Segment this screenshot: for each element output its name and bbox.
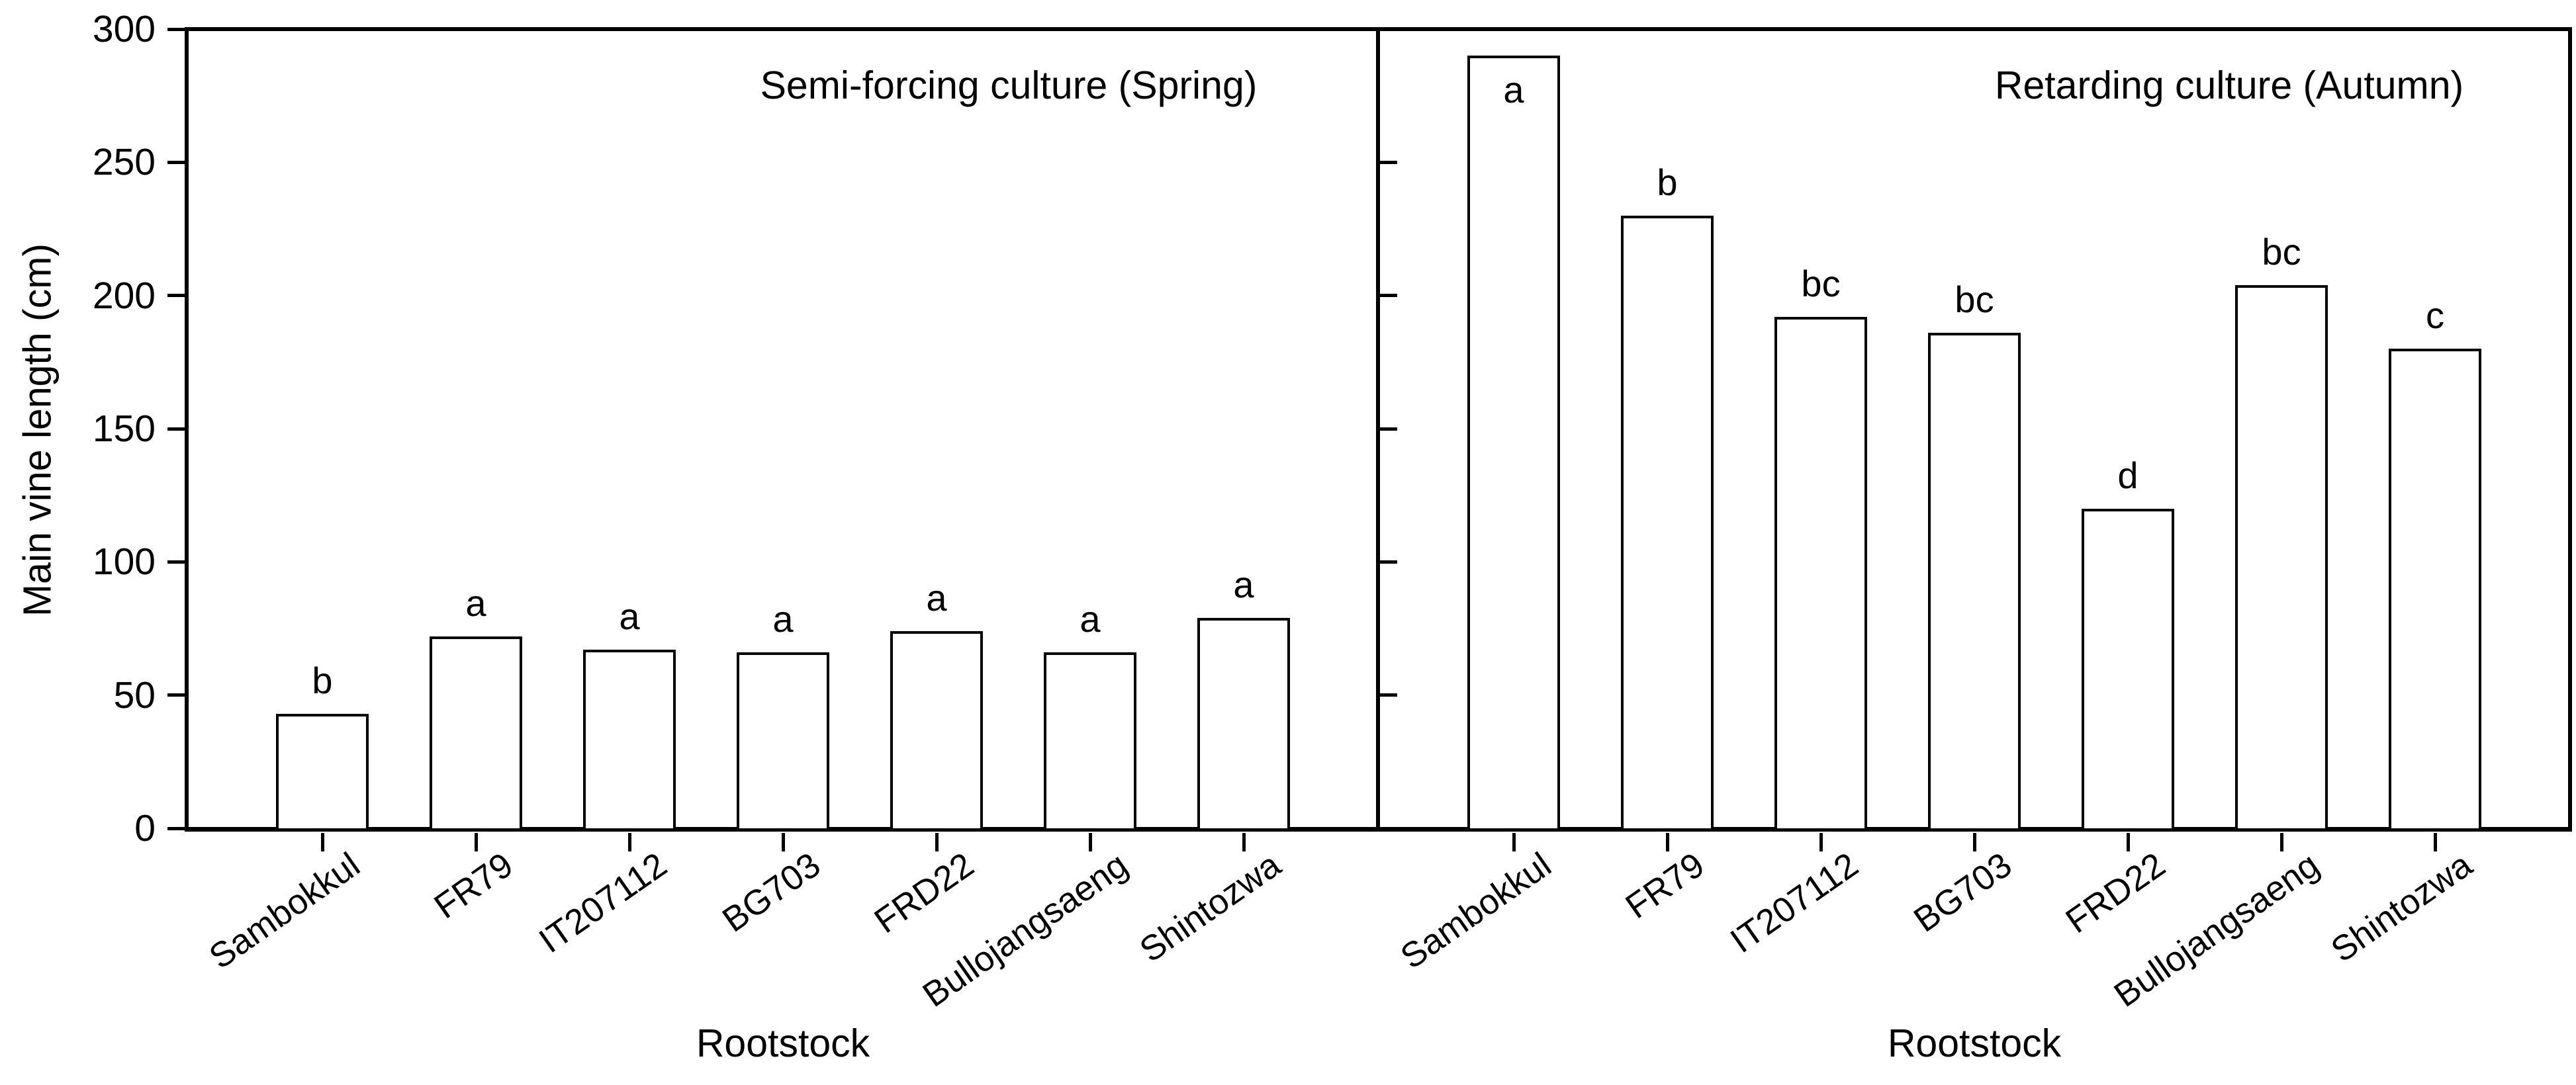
x-tick	[2126, 833, 2130, 851]
x-tick	[781, 833, 785, 851]
y-tick-label: 100	[92, 541, 156, 584]
significance-letter: c	[2426, 294, 2444, 336]
x-tick	[1972, 833, 1976, 851]
x-tick-label: Shintozwa	[2324, 845, 2480, 971]
significance-letter: a	[1233, 564, 1254, 605]
bar	[2082, 509, 2174, 831]
x-tick	[1665, 833, 1669, 851]
x-tick	[1242, 833, 1246, 851]
y-tick-label: 200	[92, 274, 156, 317]
x-tick-label: IT207112	[532, 845, 674, 961]
divider-y-tick	[1380, 160, 1397, 164]
significance-letter: a	[1080, 598, 1101, 640]
x-tick-label: BG703	[1907, 845, 2019, 940]
significance-letter: bc	[1801, 263, 1841, 304]
y-tick-label: 50	[113, 673, 156, 716]
y-tick-label: 0	[134, 807, 156, 849]
divider-y-tick	[1380, 427, 1397, 431]
panel-title-spring: Semi-forcing culture (Spring)	[760, 64, 1258, 107]
x-tick-label: Shintozwa	[1132, 845, 1289, 971]
y-tick-label: 150	[92, 408, 156, 450]
bar	[1928, 333, 2021, 831]
bar	[2389, 349, 2481, 831]
divider-y-tick	[1380, 826, 1397, 830]
x-tick	[320, 833, 324, 851]
x-axis-title-right: Rootstock	[1887, 1021, 2062, 1065]
x-tick	[935, 833, 939, 851]
y-tick	[167, 693, 185, 697]
x-tick	[2279, 833, 2283, 851]
y-tick	[167, 160, 185, 164]
significance-letter: bc	[1955, 279, 1994, 320]
bar	[1467, 56, 1560, 831]
y-tick	[167, 560, 185, 564]
panel-title-autumn: Retarding culture (Autumn)	[1994, 64, 2464, 107]
x-tick-label: Sambokkul	[1393, 845, 1559, 977]
y-tick	[167, 826, 185, 830]
divider-y-tick	[1380, 27, 1397, 31]
x-tick-label: BG703	[715, 845, 828, 940]
x-tick-label: FRD22	[2058, 845, 2173, 941]
y-tick	[167, 427, 185, 431]
x-tick	[627, 833, 631, 851]
bar	[890, 631, 983, 831]
bar	[583, 650, 676, 831]
significance-letter: bc	[2262, 231, 2301, 273]
divider-y-tick	[1380, 693, 1397, 697]
bar	[276, 714, 369, 831]
y-tick-label: 250	[92, 141, 156, 184]
bar	[1197, 618, 1290, 831]
divider-y-tick	[1380, 294, 1397, 298]
bar	[430, 636, 522, 831]
x-tick	[2433, 833, 2437, 851]
y-tick	[167, 294, 185, 298]
y-tick-label: 300	[92, 8, 156, 50]
bar	[2235, 285, 2328, 831]
x-tick-label: FR79	[1619, 845, 1712, 927]
bar	[737, 652, 829, 831]
significance-letter: a	[772, 598, 794, 640]
significance-letter: a	[465, 582, 486, 624]
x-tick	[474, 833, 478, 851]
significance-letter: b	[312, 660, 333, 701]
bar	[1621, 216, 1714, 831]
significance-letter: b	[1657, 161, 1678, 203]
x-tick-label: FRD22	[867, 845, 982, 941]
significance-letter: a	[926, 577, 947, 619]
x-tick	[1819, 833, 1823, 851]
x-tick	[1088, 833, 1092, 851]
bar	[1774, 317, 1867, 831]
significance-letter: a	[619, 595, 640, 637]
divider-y-tick	[1380, 560, 1397, 564]
x-tick	[1512, 833, 1516, 851]
x-tick-label: IT207112	[1724, 845, 1866, 961]
y-tick	[167, 27, 185, 31]
x-tick-label: Sambokkul	[202, 845, 367, 977]
panel-divider-axis	[1376, 27, 1380, 832]
x-tick-label: FR79	[428, 845, 521, 927]
significance-letter: d	[2117, 455, 2139, 496]
x-axis-title-left: Rootstock	[696, 1021, 870, 1065]
significance-letter: a	[1503, 69, 1524, 110]
bar	[1044, 652, 1136, 831]
